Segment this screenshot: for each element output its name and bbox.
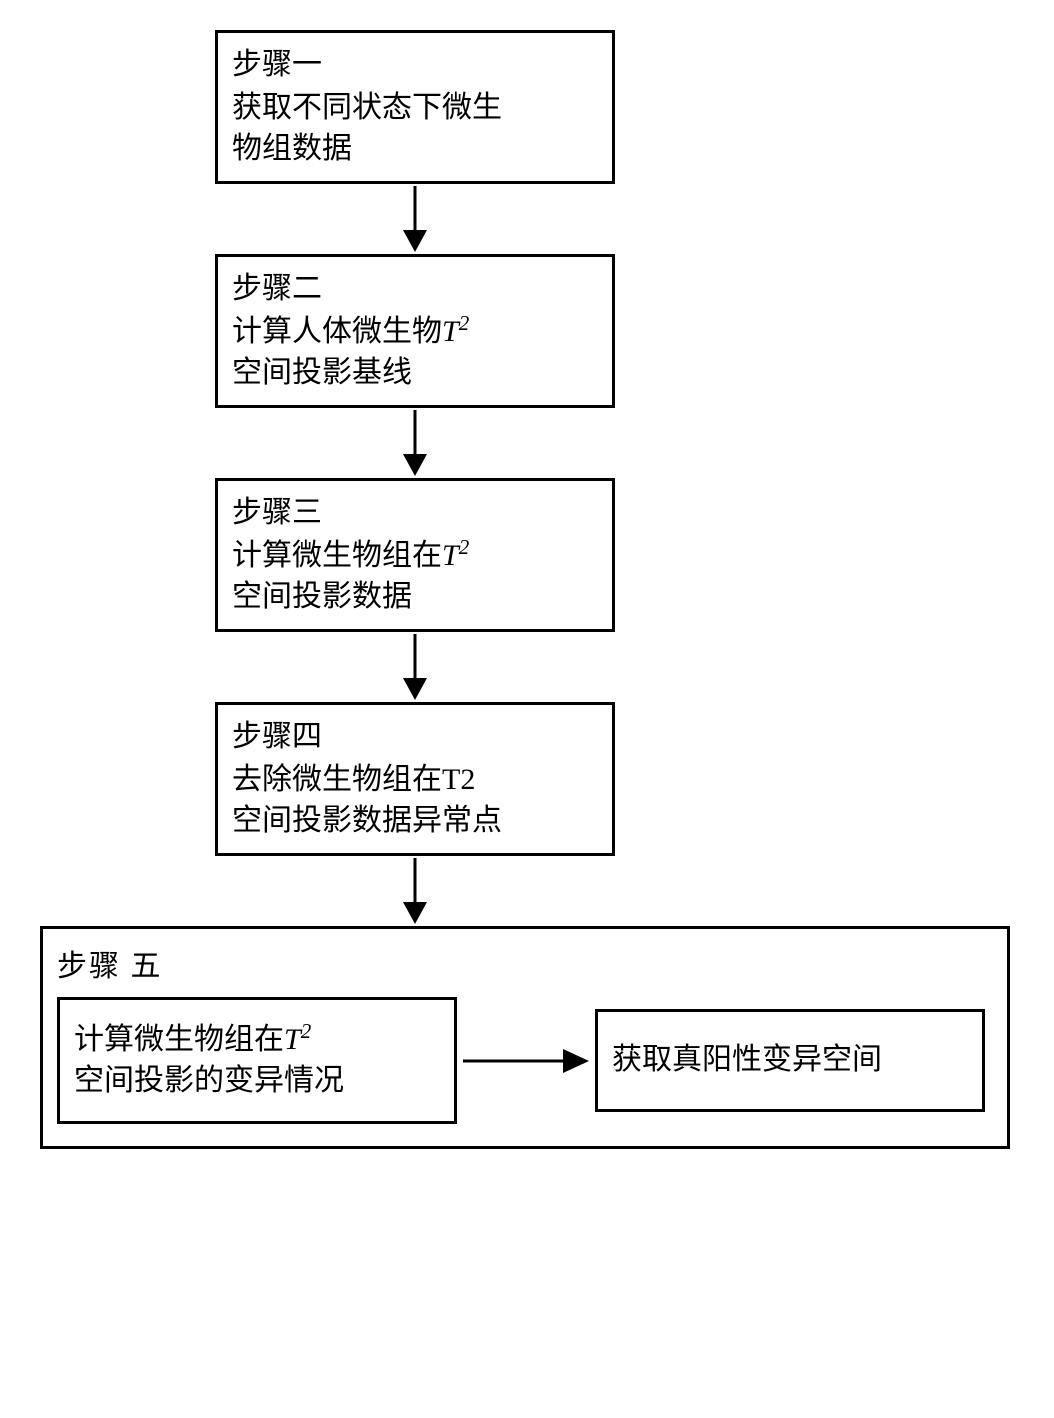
arrow-3-4 <box>215 634 615 700</box>
step-1-text-line2: 物组数据 <box>232 132 352 165</box>
step-5-right-box: 获取真阳性变异空间 <box>595 1009 985 1112</box>
down-arrow-icon <box>395 634 435 700</box>
down-arrow-icon <box>395 858 435 924</box>
step-2-box: 步骤二 计算人体微生物T2 空间投影基线 <box>215 254 615 408</box>
step-3-box: 步骤三 计算微生物组在T2 空间投影数据 <box>215 478 615 632</box>
step-3-text-line2: 空间投影数据 <box>232 580 412 613</box>
step-2-t-symbol: T2 <box>442 315 469 348</box>
down-arrow-icon <box>395 186 435 252</box>
step-5-label: 步骤 五 <box>57 941 993 985</box>
step-5-right-text: 获取真阳性变异空间 <box>612 1040 882 1081</box>
step-1-box: 步骤一 获取不同状态下微生 物组数据 <box>215 30 615 184</box>
arrow-5-left-right <box>457 1041 595 1081</box>
arrow-4-5 <box>215 858 615 924</box>
down-arrow-icon <box>395 410 435 476</box>
step-1-text: 获取不同状态下微生 物组数据 <box>232 88 598 169</box>
step-2-text-line2: 空间投影基线 <box>232 356 412 389</box>
arrow-2-3 <box>215 410 615 476</box>
step-5-inner-row: 计算微生物组在T2 空间投影的变异情况 获取真阳性变异空间 <box>57 997 993 1124</box>
step-2-prefix: 计算人体微生物 <box>232 315 442 348</box>
step-4-box: 步骤四 去除微生物组在T2 空间投影数据异常点 <box>215 702 615 856</box>
step-3-t-symbol: T2 <box>442 539 469 572</box>
step-4-label: 步骤四 <box>232 717 598 756</box>
step-4-text-line1: 去除微生物组在T2 <box>232 763 475 796</box>
step-4-text: 去除微生物组在T2 空间投影数据异常点 <box>232 760 598 841</box>
step-1-text-line1: 获取不同状态下微生 <box>232 91 502 124</box>
step-3-label: 步骤三 <box>232 493 598 532</box>
step-3-text: 计算微生物组在T2 空间投影数据 <box>232 536 598 617</box>
step-1-label: 步骤一 <box>232 45 598 84</box>
step-5-left-box: 计算微生物组在T2 空间投影的变异情况 <box>57 997 457 1124</box>
step-5-left-line2: 空间投影的变异情况 <box>74 1064 344 1097</box>
step-2-text: 计算人体微生物T2 空间投影基线 <box>232 312 598 393</box>
step-2-label: 步骤二 <box>232 269 598 308</box>
arrow-1-2 <box>215 186 615 252</box>
flowchart-container: 步骤一 获取不同状态下微生 物组数据 步骤二 计算人体微生物T2 空间投影基线 … <box>215 30 1014 1149</box>
step-5-left-text: 计算微生物组在T2 空间投影的变异情况 <box>74 1020 440 1101</box>
step-5-left-prefix: 计算微生物组在 <box>74 1023 284 1056</box>
step-5-left-t-symbol: T2 <box>284 1023 311 1056</box>
step-5-box: 步骤 五 计算微生物组在T2 空间投影的变异情况 获取真阳性变异空间 <box>40 926 1010 1149</box>
right-arrow-icon <box>463 1041 589 1081</box>
step-4-text-line2: 空间投影数据异常点 <box>232 804 502 837</box>
step-3-prefix: 计算微生物组在 <box>232 539 442 572</box>
